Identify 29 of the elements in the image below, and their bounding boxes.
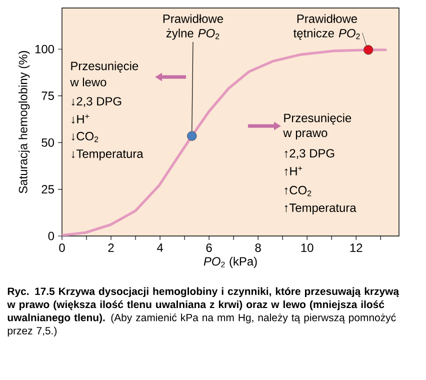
annotation: w lewo xyxy=(70,78,106,86)
x-tick-label: 0 xyxy=(59,244,65,252)
annotation: ↑CO$_{2}$ xyxy=(284,186,312,196)
annotation: Przesunięcie xyxy=(284,113,352,125)
annotation: ↓2,3 DPG xyxy=(72,97,122,107)
y-tick-label: 50 xyxy=(42,138,54,147)
x-tick-label: 6 xyxy=(206,244,212,252)
annotation: Przesunięcie xyxy=(71,61,138,73)
annotation: ↓Temperatura xyxy=(72,150,144,160)
annotation: Prawidłowe żylne PO$_{2}$ xyxy=(163,14,224,40)
annotation: w prawo xyxy=(283,130,328,140)
y-tick-label: 100 xyxy=(35,44,54,54)
annotation: ↑H$^{+}$ xyxy=(284,166,302,176)
y-axis-title: Saturacja hemoglobiny (%) xyxy=(18,51,30,194)
x-tick-label: 4 xyxy=(156,244,164,252)
x-axis-title: PO$_{2}$ (kPa) xyxy=(204,256,257,268)
annotation: ↑Temperatura xyxy=(284,204,356,214)
annotation: ↑2,3 DPG xyxy=(284,149,334,159)
text: Ryc. 17.5 Krzywa dysocjacji hemoglobiny i czynniki, które przesuwają krzywą w prawo (większa ilość tlenu uwalniana z krwi) oraz w lewo (mniejsza ilość uwalnianego tlenu). (Aby zamienić kPa na mm Hg, należy tą pierwszą pomnożyć przez 7,5.) xyxy=(7,287,400,336)
x-tick-label: 2 xyxy=(108,244,114,252)
annotation: Prawidłowe tętnicze PO$_{2}$ xyxy=(293,14,360,40)
y-tick-label: 0 xyxy=(48,232,54,240)
y-tick-label: 25 xyxy=(42,185,54,194)
annotation: ↓H$^{+}$ xyxy=(72,114,90,124)
annotation: ↓CO$_{2}$ xyxy=(72,132,98,142)
x-tick-label: 12 xyxy=(350,244,362,252)
x-tick-label: 8 xyxy=(255,244,261,252)
x-tick-label: 10 xyxy=(301,244,314,252)
y-tick-label: 75 xyxy=(42,92,54,100)
